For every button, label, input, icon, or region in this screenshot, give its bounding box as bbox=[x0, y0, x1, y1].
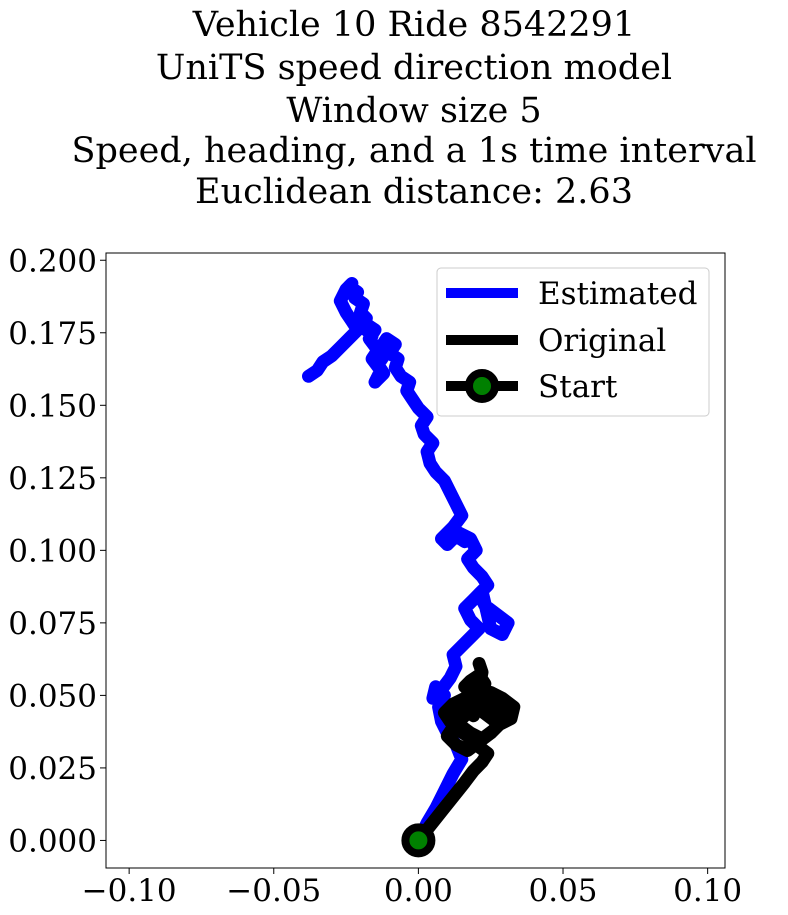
plot-frame bbox=[105, 252, 726, 869]
y-tick-label: 0.200 bbox=[8, 243, 97, 279]
y-tick-label: 0.000 bbox=[8, 823, 97, 859]
title-line-3: Window size 5 bbox=[286, 91, 541, 131]
x-tick-label: 0.00 bbox=[384, 873, 453, 909]
y-tick-label: 0.175 bbox=[8, 316, 97, 352]
y-axis: 0.000 0.025 0.050 0.075 0.100 0.125 0.150 0.175… bbox=[8, 243, 106, 859]
x-axis: −0.10 −0.05 0.00 0.05 0.10 bbox=[82, 868, 742, 909]
x-tick-label: 0.10 bbox=[673, 873, 742, 909]
x-tick-label: −0.05 bbox=[226, 873, 321, 909]
title-line-2: UniTS speed direction model bbox=[156, 48, 672, 88]
y-tick-label: 0.100 bbox=[8, 533, 97, 569]
x-tick-label: −0.10 bbox=[82, 873, 177, 909]
chart-title: Vehicle 10 Ride 8542291 UniTS speed dire… bbox=[71, 5, 756, 212]
legend: Estimated Original Start bbox=[436, 267, 710, 417]
series-original-group bbox=[411, 657, 521, 847]
title-line-5: Euclidean distance: 2.63 bbox=[195, 172, 633, 212]
series-estimated-group bbox=[302, 277, 515, 847]
y-tick-label: 0.125 bbox=[8, 461, 97, 497]
legend-label-original: Original bbox=[538, 323, 666, 359]
legend-label-estimated: Estimated bbox=[538, 276, 697, 312]
legend-box bbox=[436, 267, 710, 417]
title-line-1: Vehicle 10 Ride 8542291 bbox=[192, 5, 635, 45]
x-tick-label: 0.05 bbox=[529, 873, 598, 909]
start-marker bbox=[401, 823, 436, 858]
legend-start-marker bbox=[465, 369, 499, 403]
title-line-4: Speed, heading, and a 1s time interval bbox=[71, 131, 756, 171]
series-estimated-line bbox=[302, 277, 515, 847]
y-tick-label: 0.025 bbox=[8, 751, 97, 787]
y-tick-label: 0.075 bbox=[8, 606, 97, 642]
y-tick-label: 0.150 bbox=[8, 388, 97, 424]
y-tick-label: 0.050 bbox=[8, 678, 97, 714]
series-original-line bbox=[411, 657, 521, 847]
start-marker-group bbox=[401, 823, 436, 858]
legend-label-start: Start bbox=[538, 369, 618, 405]
